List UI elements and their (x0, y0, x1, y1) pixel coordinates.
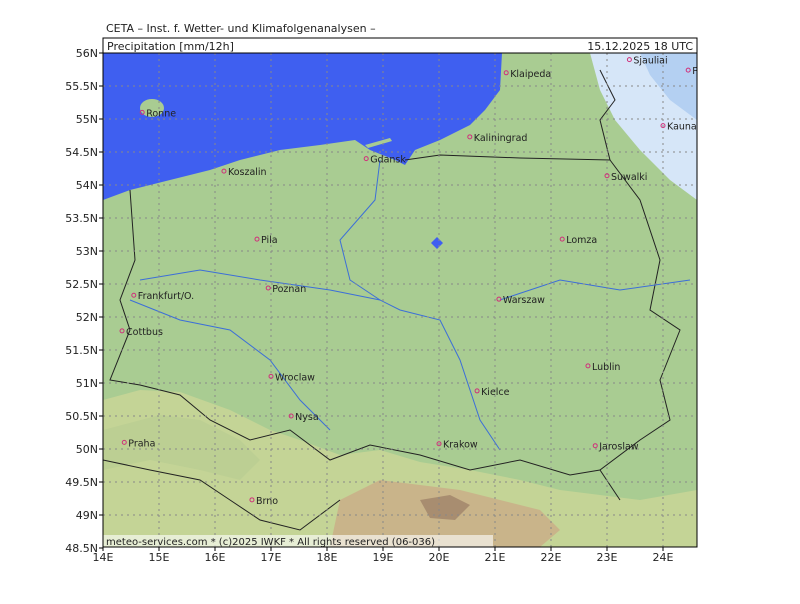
city-label: Brno (256, 496, 278, 507)
city-label: Cottbus (126, 327, 163, 338)
date: 15.12.2025 18 UTC (587, 40, 693, 53)
x-tick-label: 19E (373, 551, 394, 564)
city-label: Pila (261, 235, 278, 246)
city-marker (363, 156, 369, 162)
city-marker (559, 236, 565, 242)
city-label: Praha (128, 438, 155, 449)
city-label: Kielce (481, 387, 510, 398)
city-marker (288, 413, 294, 419)
city-label: Panevezys (692, 66, 742, 77)
y-tick-label: 54N (76, 179, 98, 192)
city-marker (268, 373, 274, 379)
grid (103, 53, 697, 547)
rivers (129, 159, 691, 451)
y-tick-label: 49N (76, 509, 98, 522)
city-marker (265, 285, 271, 291)
city-label: Frankfurt/O. (138, 291, 194, 302)
city-label: Suwalki (611, 172, 647, 183)
sea (103, 53, 502, 200)
city-label: Poznan (272, 284, 306, 295)
marker (431, 237, 443, 249)
city-label: Ronne (146, 108, 176, 119)
y-tick-label: 53.5N (65, 212, 98, 225)
city-label: Kaunas (667, 122, 702, 133)
y-tick-label: 48.5N (65, 542, 98, 555)
city-marker (496, 296, 502, 302)
ticks: 14E 15E 16E 17E 18E 19E 20E 21E 22E 23E 24E 56N 55.5… (65, 47, 673, 564)
borders (103, 69, 681, 531)
title: Precipitation [mm/12h] (107, 40, 234, 53)
city-label: Koszalin (228, 167, 267, 178)
city-label: Jaroslaw (598, 442, 639, 453)
peninsula (365, 138, 392, 148)
city-label: Gdansk (370, 155, 406, 166)
city-marker (436, 441, 442, 447)
y-tick-label: 50.5N (65, 410, 98, 423)
footer: meteo-services.com * (c)2025 IWKF * All … (106, 537, 435, 548)
city-marker (685, 67, 691, 73)
y-tick-label: 52N (76, 311, 98, 324)
y-tick-label: 50N (76, 443, 98, 456)
city-label: Kaliningrad (474, 133, 528, 144)
terrain-low (103, 390, 697, 547)
x-tick-label: 18E (317, 551, 338, 564)
city-label: Nysa (295, 412, 319, 423)
map-area: Klaipeda Sjauliai Panevezys Kaunas Ronne Kali… (103, 53, 742, 548)
y-tick-label: 55N (76, 113, 98, 126)
city-marker (604, 173, 610, 179)
y-tick-label: 49.5N (65, 476, 98, 489)
city-marker (254, 236, 260, 242)
y-tick-label: 54.5N (65, 146, 98, 159)
city-marker (626, 57, 632, 63)
x-tick-label: 20E (429, 551, 450, 564)
city-marker (249, 497, 255, 503)
city-label: Sjauliai (633, 56, 667, 67)
city-marker (474, 388, 480, 394)
city-marker (585, 363, 591, 369)
header: CETA – Inst. f. Wetter- und Klimafolgena… (106, 22, 376, 35)
terrain-peak (420, 495, 470, 520)
y-tick-label: 55.5N (65, 80, 98, 93)
cities: Klaipeda Sjauliai Panevezys Kaunas Ronne Kali… (119, 56, 742, 507)
x-tick-label: 21E (485, 551, 506, 564)
x-tick-label: 22E (541, 551, 562, 564)
x-tick-label: 16E (205, 551, 226, 564)
city-marker (121, 439, 127, 445)
x-tick-label: 14E (93, 551, 114, 564)
x-tick-label: 24E (653, 551, 674, 564)
city-label: Wroclaw (275, 372, 315, 383)
y-tick-label: 51N (76, 377, 98, 390)
island (140, 99, 164, 117)
frame (102, 52, 698, 548)
footer-bg (103, 535, 493, 547)
city-label: Lomza (566, 235, 597, 246)
city-marker (592, 443, 598, 449)
city-label: Klaipeda (510, 69, 551, 80)
city-marker (467, 134, 473, 140)
city-marker (131, 292, 137, 298)
city-label: Warszaw (503, 295, 545, 306)
city-marker (119, 328, 125, 334)
x-tick-label: 17E (261, 551, 282, 564)
terrain-mid (103, 415, 260, 480)
city-marker (660, 123, 666, 129)
y-tick-label: 52.5N (65, 278, 98, 291)
x-tick-label: 23E (597, 551, 618, 564)
y-tick-label: 53N (76, 245, 98, 258)
city-label: Krakow (443, 440, 478, 451)
x-tick-label: 15E (149, 551, 170, 564)
y-tick-label: 51.5N (65, 344, 98, 357)
city-marker (503, 70, 509, 76)
y-tick-label: 56N (76, 47, 98, 60)
city-label: Lublin (592, 362, 620, 373)
city-marker (139, 109, 145, 115)
city-marker (221, 168, 227, 174)
